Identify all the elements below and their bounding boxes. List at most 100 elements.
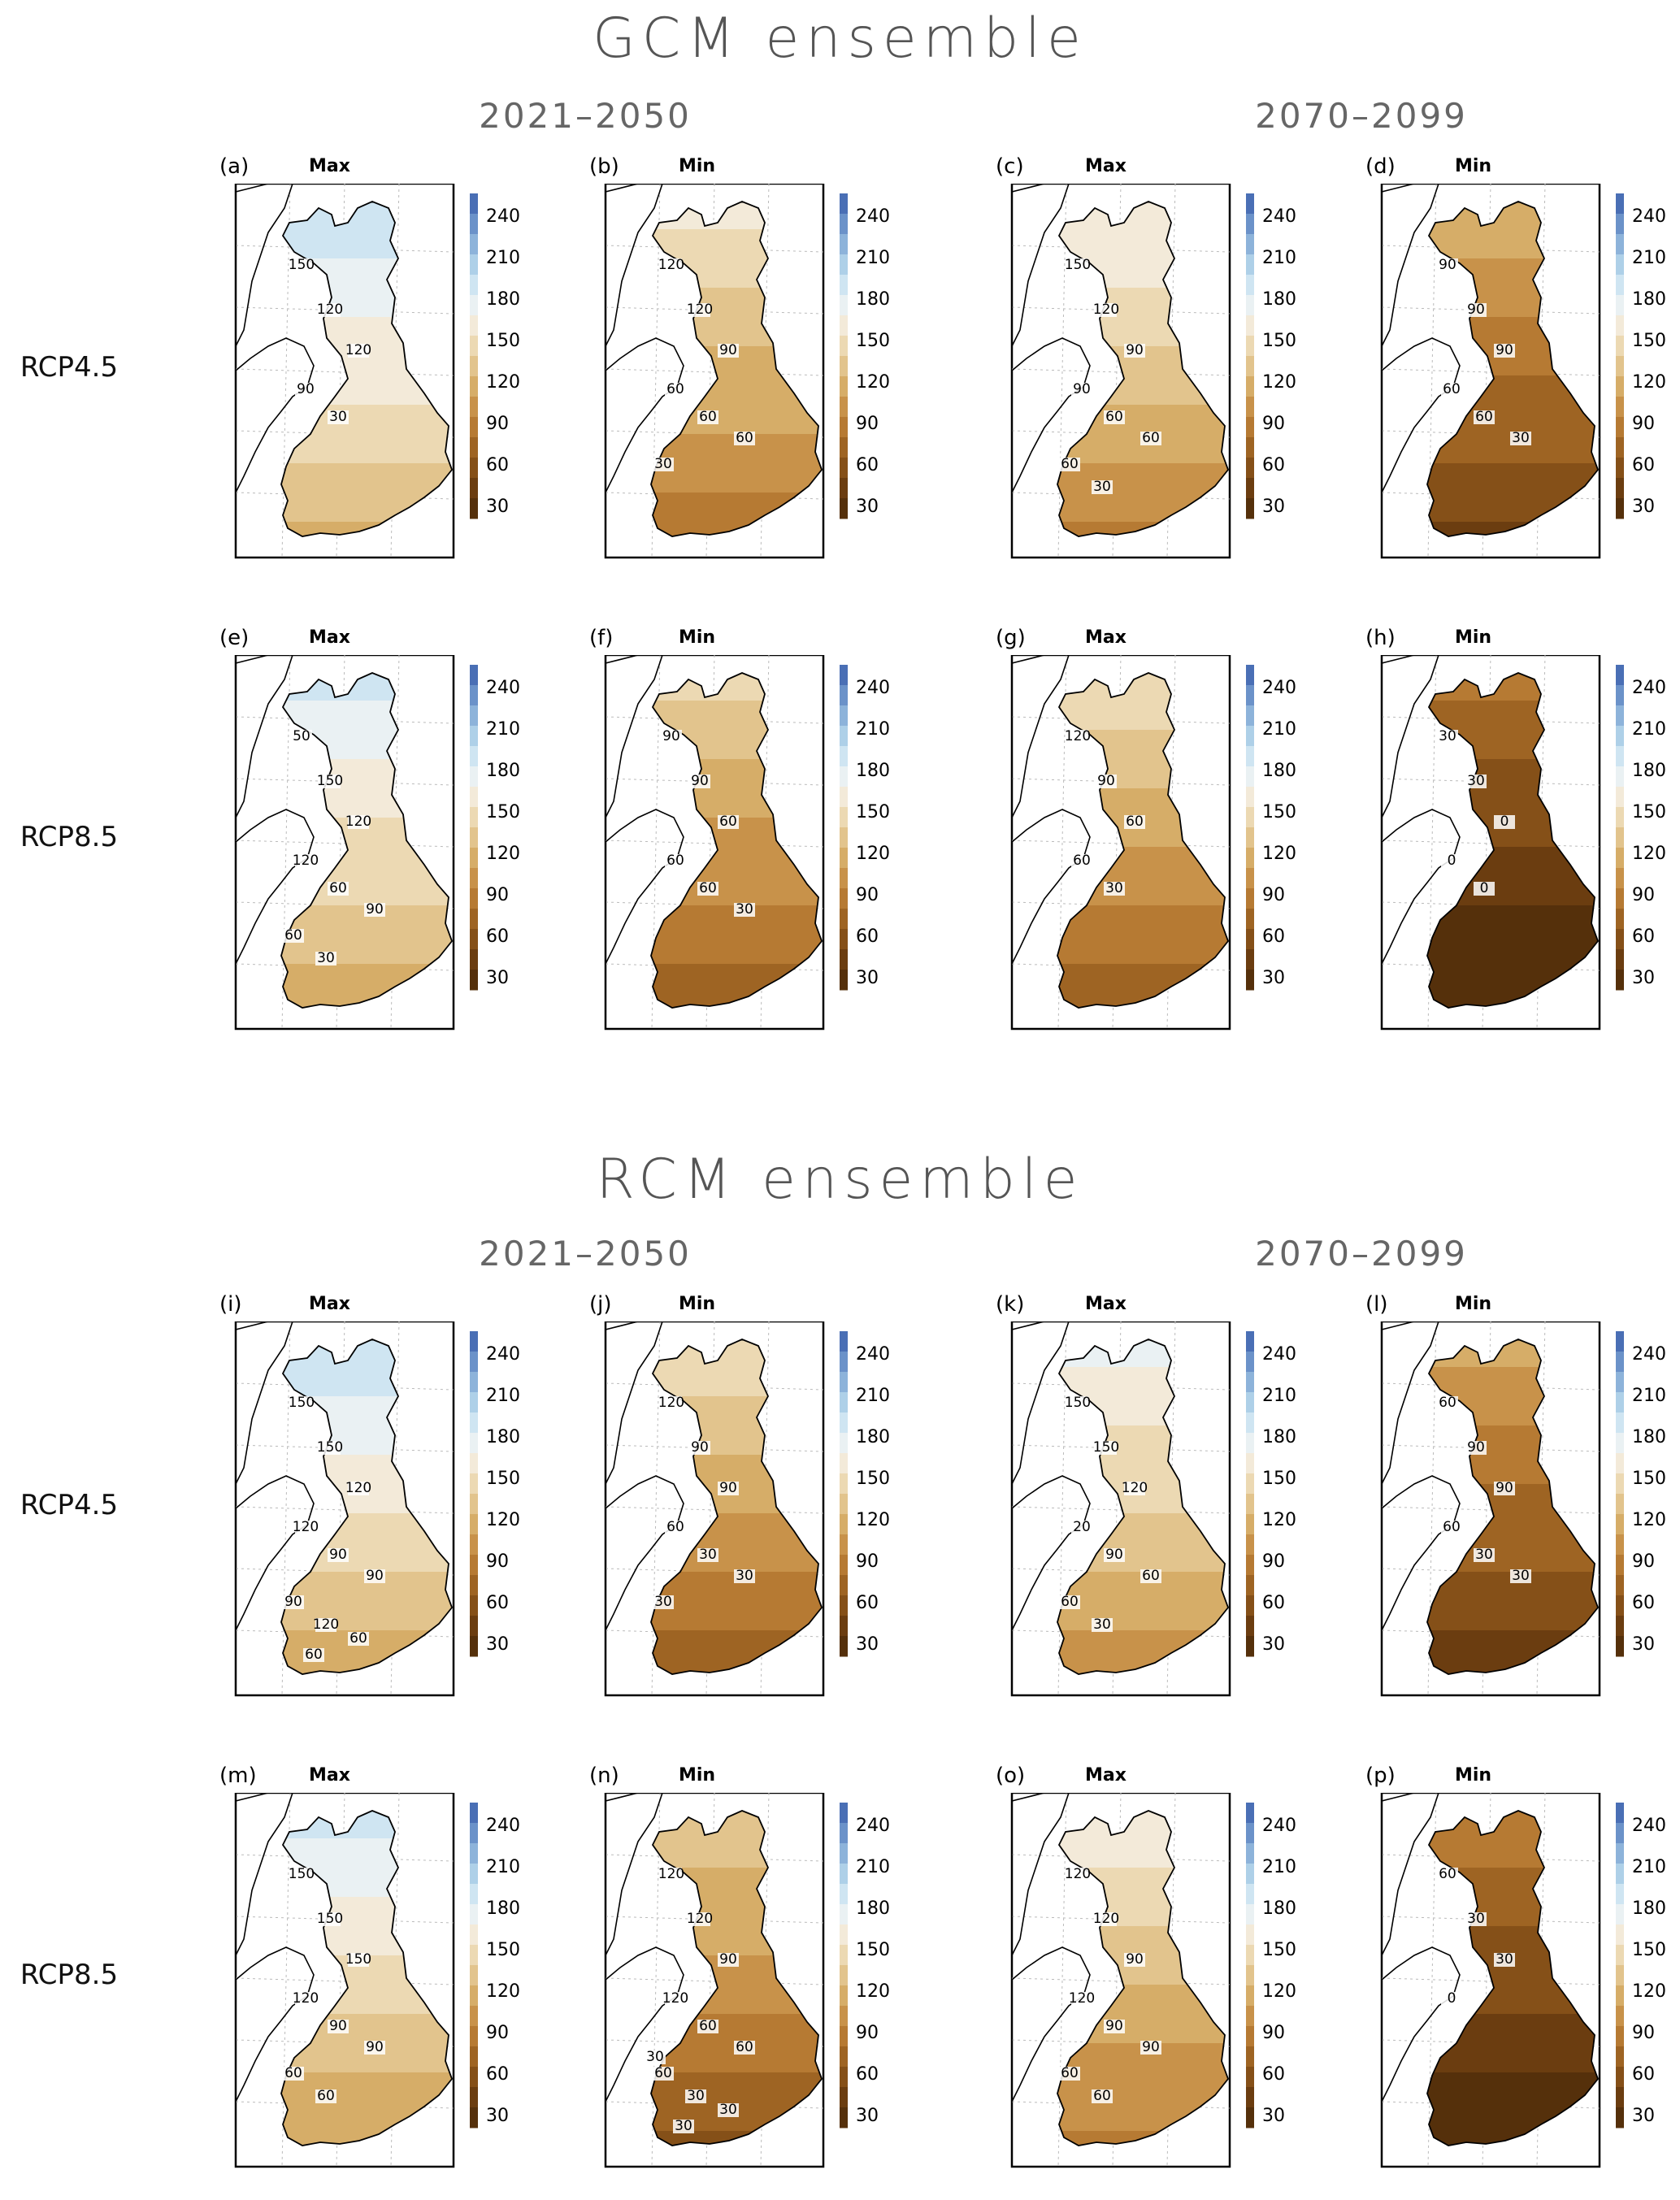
colorbar-segment — [470, 315, 478, 336]
colorbar-segment — [470, 193, 478, 215]
contour-label: 120 — [345, 814, 371, 830]
contour-label: 30 — [1439, 728, 1456, 744]
colorbar-segment — [840, 868, 848, 889]
finland-outline — [280, 201, 454, 537]
colorbar-segment — [470, 827, 478, 848]
colorbar-segment — [1246, 2006, 1254, 2027]
colorbar: 240 210 180 150 120 90 60 30 — [1246, 1331, 1296, 1657]
gcm-period-late: 2070–2099 — [1255, 96, 1468, 136]
panel-letter: (b) — [589, 154, 619, 179]
colorbar-segment — [1616, 705, 1624, 727]
contour-label: 30 — [736, 1568, 753, 1584]
graticule-line — [1011, 1977, 1231, 1985]
colorbar-segment — [840, 2026, 848, 2047]
colorbar-segment — [840, 1616, 848, 1637]
contour-label: 60 — [666, 853, 684, 869]
contour-label: 90 — [1105, 2018, 1123, 2034]
colorbar-segment — [470, 2067, 478, 2088]
contour-label: 120 — [687, 302, 713, 318]
colorbar-segment — [840, 1843, 848, 1864]
contour-label-bg — [328, 2020, 349, 2033]
colorbar-segment — [1616, 1352, 1624, 1373]
colorbar-segment — [840, 726, 848, 747]
contour-label: 90 — [329, 2018, 347, 2034]
contour-label: 120 — [293, 1519, 319, 1535]
value-band — [1427, 2043, 1598, 2073]
colorbar-tick-label: 180 — [486, 289, 520, 310]
contour-label: 60 — [1061, 2065, 1079, 2081]
contour-label-bg — [1474, 882, 1495, 896]
colorbar-segment — [470, 1575, 478, 1596]
neighbor-coastline — [1381, 1321, 1439, 1485]
colorbar-tick-label: 90 — [856, 1551, 879, 1572]
value-band — [281, 1601, 452, 1631]
colorbar-tick-label: 120 — [1632, 844, 1666, 864]
colorbar-segment — [1616, 2107, 1624, 2128]
colorbar-segment — [1616, 1823, 1624, 1844]
colorbar-segment — [1246, 1636, 1254, 1657]
contour-label: 90 — [662, 728, 680, 744]
colorbar-segment — [1246, 234, 1254, 255]
colorbar-segment — [1616, 1864, 1624, 1885]
colorbar-segment — [470, 437, 478, 458]
colorbar-tick-label: 240 — [1632, 1816, 1666, 1836]
colorbar-segment — [1616, 1924, 1624, 1946]
contour-label-bg — [734, 903, 755, 917]
colorbar-segment — [840, 1884, 848, 1905]
colorbar: 240 210 180 150 120 90 60 30 — [470, 1803, 520, 2128]
colorbar-tick-label: 240 — [856, 678, 890, 698]
contour-label-bg — [1465, 1912, 1487, 1926]
panel-stat-label: Min — [1455, 1294, 1492, 1314]
contour-label: 150 — [345, 1951, 371, 1968]
graticule-line — [605, 1506, 824, 1514]
contour-label: 30 — [1467, 773, 1485, 789]
contour-label: 120 — [313, 1616, 339, 1633]
colorbar-tick-label: 240 — [1262, 678, 1296, 698]
colorbar-tick-label: 90 — [1262, 414, 1285, 434]
panel-letter: (o) — [996, 1764, 1026, 1788]
colorbar-segment — [1246, 437, 1254, 458]
colorbar-segment — [1616, 397, 1624, 418]
colorbar-tick-label: 180 — [1632, 289, 1666, 310]
panel-letter: (j) — [589, 1292, 612, 1317]
colorbar-tick-label: 210 — [486, 1386, 520, 1406]
contour-label: 60 — [305, 1647, 323, 1663]
colorbar-segment — [840, 1372, 848, 1393]
map-panel: (p) Min 60 30 30 0 240 210 180 150 120 90 60 30 — [1365, 1764, 1680, 2170]
colorbar-tick-label: 60 — [486, 2064, 509, 2085]
graticule-line — [1011, 1506, 1231, 1514]
colorbar-tick-label: 240 — [1262, 1816, 1296, 1836]
colorbar-segment — [470, 1473, 478, 1495]
colorbar-tick-label: 150 — [1262, 1940, 1296, 1960]
colorbar-segment — [1246, 746, 1254, 767]
contour-label: 30 — [654, 456, 672, 472]
contour-label: 150 — [317, 773, 343, 789]
colorbar-segment — [1246, 336, 1254, 357]
colorbar-segment — [840, 1514, 848, 1535]
colorbar: 240 210 180 150 120 90 60 30 — [840, 1803, 890, 2128]
contour-label: 90 — [1126, 1951, 1144, 1968]
colorbar-segment — [470, 888, 478, 909]
colorbar-segment — [1616, 376, 1624, 397]
graticule-line — [235, 368, 454, 376]
panel-letter: (m) — [219, 1764, 257, 1788]
value-band — [1057, 935, 1228, 965]
panel-letter: (l) — [1365, 1292, 1388, 1317]
colorbar-segment — [1246, 356, 1254, 377]
colorbar-tick-label: 120 — [1262, 1981, 1296, 2002]
colorbar-tick-label: 30 — [1262, 968, 1285, 988]
colorbar-segment — [1246, 1965, 1254, 1986]
contour-label-bg — [718, 1482, 739, 1495]
colorbar-segment — [1246, 949, 1254, 970]
contour-label: 60 — [666, 1519, 684, 1535]
contour-label: 60 — [1475, 409, 1493, 425]
map-figure: 50 150 120 120 60 90 60 30 240 210 180 150 120 90 60 30 — [234, 655, 520, 1031]
value-band — [281, 434, 452, 464]
contour-label-bg — [364, 2041, 385, 2055]
colorbar-segment — [840, 1945, 848, 1966]
contour-label: 30 — [646, 2049, 664, 2065]
colorbar-segment — [470, 1803, 478, 1824]
colorbar-tick-label: 120 — [856, 1510, 890, 1530]
map-panel: (j) Min 120 90 90 60 30 30 30 240 210 180 150 120 90 60… — [589, 1292, 922, 1699]
colorbar-segment — [470, 1904, 478, 1925]
